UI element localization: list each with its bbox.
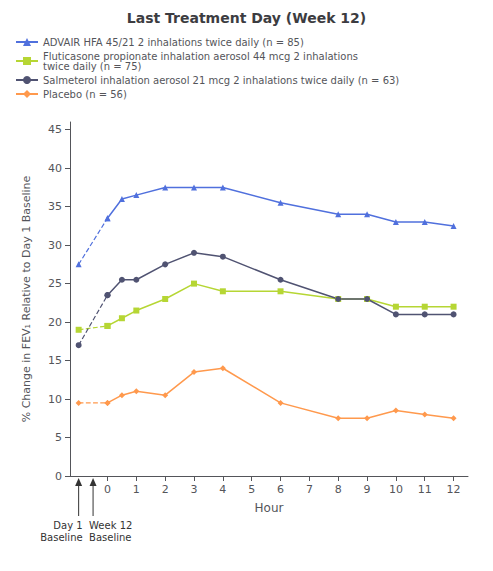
- svg-text:Day 1: Day 1: [53, 520, 82, 531]
- svg-text:Placebo (n = 56): Placebo (n = 56): [43, 89, 127, 100]
- svg-text:5: 5: [248, 483, 255, 496]
- svg-text:12: 12: [447, 483, 461, 496]
- svg-text:10: 10: [48, 393, 62, 406]
- svg-text:Week 12: Week 12: [89, 520, 132, 531]
- svg-text:Fluticasone propionate inhalat: Fluticasone propionate inhalation aeroso…: [43, 50, 358, 62]
- svg-text:45: 45: [48, 123, 62, 136]
- svg-text:9: 9: [364, 483, 371, 496]
- svg-text:3: 3: [191, 483, 198, 496]
- svg-text:ADVAIR HFA 45/21 2 inhalations: ADVAIR HFA 45/21 2 inhalations twice dai…: [43, 37, 304, 48]
- svg-text:30: 30: [48, 239, 62, 252]
- svg-text:6: 6: [277, 483, 284, 496]
- svg-text:11: 11: [418, 483, 432, 496]
- svg-text:Last Treatment Day (Week 12): Last Treatment Day (Week 12): [127, 10, 366, 26]
- svg-text:1: 1: [133, 483, 140, 496]
- svg-text:5: 5: [55, 431, 62, 444]
- svg-text:twice daily (n = 75): twice daily (n = 75): [43, 61, 142, 72]
- svg-text:8: 8: [335, 483, 342, 496]
- svg-text:0: 0: [104, 483, 111, 496]
- svg-text:4: 4: [219, 483, 226, 496]
- svg-text:15: 15: [48, 354, 62, 367]
- svg-text:35: 35: [48, 200, 62, 213]
- svg-text:0: 0: [55, 470, 62, 483]
- svg-text:Salmeterol inhalation aerosol: Salmeterol inhalation aerosol 21 mcg 2 i…: [43, 75, 399, 86]
- svg-text:20: 20: [48, 316, 62, 329]
- svg-text:2: 2: [162, 483, 169, 496]
- svg-text:10: 10: [389, 483, 403, 496]
- svg-text:% Change in FEV₁ Relative to D: % Change in FEV₁ Relative to Day 1 Basel…: [20, 176, 33, 423]
- svg-text:7: 7: [306, 483, 313, 496]
- svg-text:25: 25: [48, 277, 62, 290]
- svg-text:Hour: Hour: [255, 501, 284, 515]
- svg-text:Baseline: Baseline: [89, 532, 131, 543]
- svg-text:Baseline: Baseline: [40, 532, 82, 543]
- svg-text:40: 40: [48, 162, 62, 175]
